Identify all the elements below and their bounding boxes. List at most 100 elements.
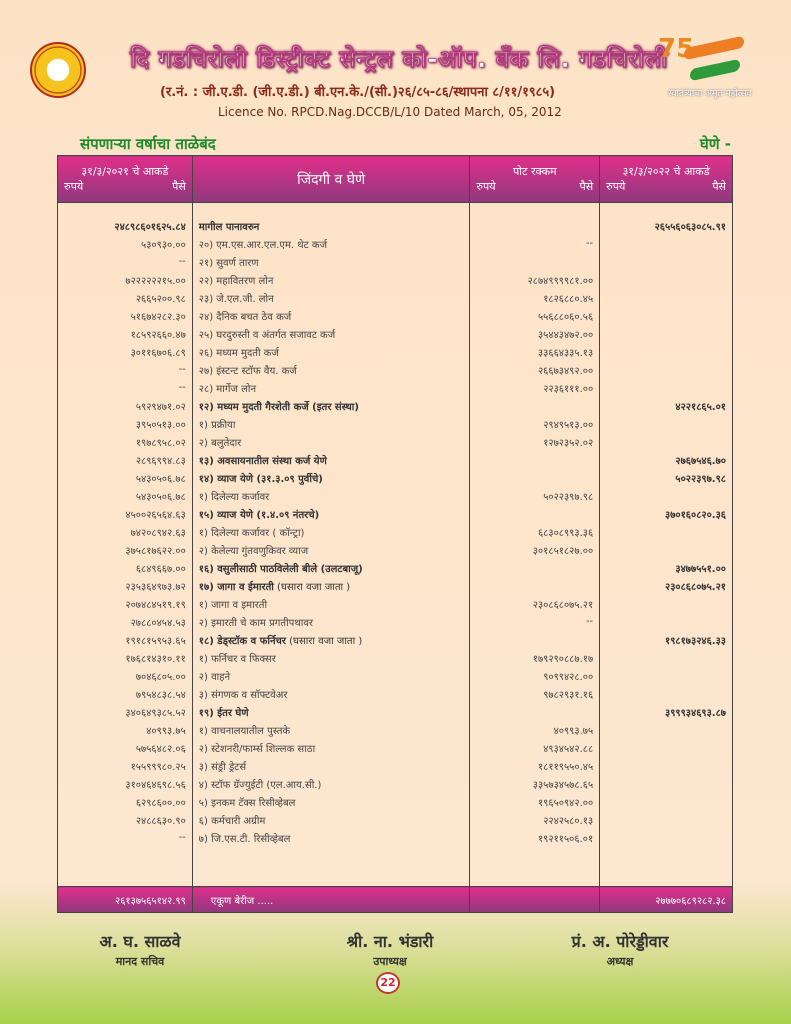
particulars: २४) दैनिक बचत ठेव कर्ज xyxy=(191,306,471,325)
current-year-amount: २३०८६८०७५.२१ xyxy=(599,576,733,595)
particulars: १) दिलेल्या कर्जावर ( कॉन्ट्रा) xyxy=(191,522,471,541)
signatory-secretary: अ. घ. साळवे मानद सचिव xyxy=(60,930,220,969)
prev-year-amount: ५९२९४७१.०२ xyxy=(57,396,193,415)
signatory-president: प्रं. अ. पोरेड्डीवार अध्यक्ष xyxy=(530,930,710,969)
sub-amount: १९६५०९४२.०० xyxy=(469,792,601,811)
particulars: १९) ईतर घेणे xyxy=(191,702,471,721)
prev-year-amount: ६२९८६००.०० xyxy=(57,792,193,811)
sub-amount: -- xyxy=(469,234,601,253)
signatory-name: प्रं. अ. पोरेड्डीवार xyxy=(571,932,669,951)
particulars-label: ३) संगणक व सॉफ्टवेअर xyxy=(198,689,288,701)
table-row: ५१६७४२८२.३० २४) दैनिक बचत ठेव कर्ज ५५६८८०६… xyxy=(57,306,733,325)
sub-amount: १७९२९०८८७.१७ xyxy=(469,648,601,667)
table-row: ७४२०८९४२.६३ १) दिलेल्या कर्जावर ( कॉन्ट्र… xyxy=(57,522,733,541)
sub-amount xyxy=(469,630,601,649)
table-row: १९७८९५८.०२ २) बलुतेदार १२७२३५२.०२ xyxy=(57,432,733,451)
table-row: ४०९९३.७५ १) वाचनालयातील पुस्तके ४०९९३.७५ xyxy=(57,720,733,739)
current-year-amount xyxy=(599,306,733,325)
col-sub-amount-label: पोट रक्कम xyxy=(512,165,557,178)
prev-year-amount: १७६८१४३१०.११ xyxy=(57,648,193,667)
current-year-amount xyxy=(599,540,733,559)
sub-amount: २२४२५८०.१३ xyxy=(469,810,601,829)
table-row: ५९२९४७१.०२ १२) मध्यम मुदती गैरशेती कर्जे … xyxy=(57,396,733,415)
total-row: २६१३७५६५१४२.९९ एकूण बेरीज ..... २७७७०६८९… xyxy=(57,886,733,913)
prev-year-amount: ६८४९६६७.०० xyxy=(57,558,193,577)
sub-amount: २८७४९९९९८१.०० xyxy=(469,270,601,289)
table-row: ३४०६४९३८५.५२ १९) ईतर घेणे ३९९९३४६९३.८७ xyxy=(57,702,733,721)
sub-amount xyxy=(469,504,601,523)
particulars-label: २६) मध्यम मुदती कर्ज xyxy=(198,347,279,359)
sub-amount: ५०२२३९७.९८ xyxy=(469,486,601,505)
col-cur-year: ३१/३/२०२२ चे आकडे रुपये पैसे xyxy=(599,155,733,203)
current-year-amount xyxy=(599,810,733,829)
table-row: -- २८) मार्गेज लोन २२३६१११.०० xyxy=(57,378,733,397)
sub-amount xyxy=(469,576,601,595)
col-prev-year: ३१/३/२०२१ चे आकडे रुपये पैसे xyxy=(57,155,193,203)
prev-year-amount: -- xyxy=(57,378,193,397)
prev-year-amount: २६६५२००.९८ xyxy=(57,288,193,307)
table-row: ४५००२६५६४.६३ १५) व्याज येणे (१.४.०९ नंतरच… xyxy=(57,504,733,523)
particulars: ६) कर्मचारी अग्रीम xyxy=(191,810,471,829)
table-row: ३०११६७०६.८९ २६) मध्यम मुदती कर्ज ३३६६४३३५.… xyxy=(57,342,733,361)
current-year-amount xyxy=(599,522,733,541)
table-row: ५४३०५०६.७८ १) दिलेल्या कर्जावर ५०२२३९७.९८ xyxy=(57,486,733,505)
sub-amount: ६८३०८९९३.३६ xyxy=(469,522,601,541)
current-year-amount xyxy=(599,792,733,811)
particulars-label: १४) व्याज येणे (३१.३.०९ पुर्वीचे) xyxy=(198,473,323,485)
table-row: ७९५४८३८.५४ ३) संगणक व सॉफ्टवेअर ९७८२९३१.१६ xyxy=(57,684,733,703)
current-year-amount xyxy=(599,270,733,289)
table-row: १८५९२६६०.४७ २५) घरदुरुस्ती व अंतर्गत सजाव… xyxy=(57,324,733,343)
prev-year-amount: ३४०६४९३८५.५२ xyxy=(57,702,193,721)
particulars-label: २) स्टेशनरी/फार्म्स शिल्लक साठा xyxy=(198,743,316,755)
sub-amount xyxy=(469,558,601,577)
signatory-vice-president: श्री. ना. भंडारी उपाध्यक्ष xyxy=(310,930,470,969)
particulars: २१) सुवर्ण तारण xyxy=(191,252,471,271)
particulars: १८) डेड्स्टॉक व फर्निचर (घसारा वजा जाता … xyxy=(191,630,471,649)
particulars-label: १९) ईतर घेणे xyxy=(198,707,249,719)
sub-amount xyxy=(469,396,601,415)
signatory-role: उपाध्यक्ष xyxy=(373,955,407,968)
particulars-label: ६) कर्मचारी अग्रीम xyxy=(198,815,266,827)
col-particulars: जिंदगी व घेणे xyxy=(191,155,471,203)
particulars: ३) संगणक व सॉफ्टवेअर xyxy=(191,684,471,703)
particulars-label: १) दिलेल्या कर्जावर xyxy=(198,491,270,503)
sub-amount: ३३६६४३३५.१३ xyxy=(469,342,601,361)
total-sub xyxy=(469,886,601,913)
particulars: २) वाहने xyxy=(191,666,471,685)
sub-amount: ९०९९४२८.०० xyxy=(469,666,601,685)
prev-year-amount: २४८८६३०.९० xyxy=(57,810,193,829)
particulars: २) इमारती चे काम प्रगतीपथावर xyxy=(191,612,471,631)
particulars-label: १७) जागा व ईमारती xyxy=(198,581,274,593)
particulars-label: १३) अवसायनातील संस्था कर्ज येणे xyxy=(198,455,327,467)
rupees-label: रुपये xyxy=(476,180,496,193)
particulars-note: (घसारा वजा जाता ) xyxy=(285,635,363,647)
table-row: १९१८१५९५३.६५ १८) डेड्स्टॉक व फर्निचर (घसा… xyxy=(57,630,733,649)
particulars: २५) घरदुरुस्ती व अंतर्गत सजावट कर्ज xyxy=(191,324,471,343)
table-row: २३५३६४९७३.७२ १७) जागा व ईमारती (घसारा वजा… xyxy=(57,576,733,595)
particulars: १७) जागा व ईमारती (घसारा वजा जाता ) xyxy=(191,576,471,595)
current-year-amount: ३४७७५५१.०० xyxy=(599,558,733,577)
licence-number: Licence No. RPCD.Nag.DCCB/L/10 Dated Mar… xyxy=(218,105,562,119)
current-year-amount xyxy=(599,360,733,379)
sub-amount: -- xyxy=(469,612,601,631)
prev-year-amount: १९१८१५९५३.६५ xyxy=(57,630,193,649)
current-year-amount: ३९९९३४६९३.८७ xyxy=(599,702,733,721)
particulars-label: १८) डेड्स्टॉक व फर्निचर xyxy=(198,635,286,647)
particulars: २७) इंस्टन्ट स्टॉफ वैय. कर्ज xyxy=(191,360,471,379)
particulars-label: २) वाहने xyxy=(198,671,231,683)
table-row: २४८८६३०.९० ६) कर्मचारी अग्रीम २२४२५८०.१३ xyxy=(57,810,733,829)
prev-year-amount: -- xyxy=(57,828,193,847)
particulars-label: ७) जि.एस.टी. रिसीव्हेबल xyxy=(198,833,291,845)
sub-amount: ४९३४५४२.८८ xyxy=(469,738,601,757)
particulars-label: २५) घरदुरुस्ती व अंतर्गत सजावट कर्ज xyxy=(198,329,336,341)
section-title: संपणाऱ्या वर्षाचा ताळेबंद xyxy=(80,135,216,153)
prev-year-amount: २८९६९९४.८३ xyxy=(57,450,193,469)
prev-year-amount: ४५००२६५६४.६३ xyxy=(57,504,193,523)
table-row: २०७४८४५१९.१९ १) जागा व इमारती २३०८६८०७५.२१ xyxy=(57,594,733,613)
sub-amount: २६६७३४९२.०० xyxy=(469,360,601,379)
particulars-label: २०) एम.एस.आर.एल.एम. थेट कर्ज xyxy=(198,239,327,251)
particulars: २६) मध्यम मुदती कर्ज xyxy=(191,342,471,361)
prev-year-amount: ३१०४६४६९८.५६ xyxy=(57,774,193,793)
particulars-label: १) दिलेल्या कर्जावर ( कॉन्ट्रा) xyxy=(198,527,305,539)
particulars-label: २२) महावितरण लोन xyxy=(198,275,274,287)
